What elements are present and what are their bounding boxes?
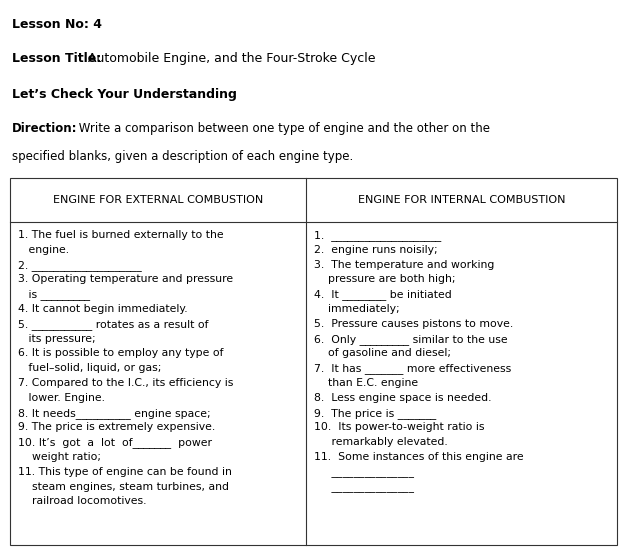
Text: lower. Engine.: lower. Engine. — [18, 393, 105, 403]
Text: ENGINE FOR INTERNAL COMBUSTION: ENGINE FOR INTERNAL COMBUSTION — [358, 195, 566, 205]
Text: 5.  Pressure causes pistons to move.: 5. Pressure causes pistons to move. — [314, 319, 514, 329]
Text: Write a comparison between one type of engine and the other on the: Write a comparison between one type of e… — [75, 122, 490, 135]
Text: railroad locomotives.: railroad locomotives. — [18, 497, 147, 507]
Text: 6.  Only _________ similar to the use: 6. Only _________ similar to the use — [314, 334, 508, 344]
Text: steam engines, steam turbines, and: steam engines, steam turbines, and — [18, 482, 229, 492]
Text: 7. Compared to the I.C., its efficiency is: 7. Compared to the I.C., its efficiency … — [18, 378, 233, 388]
Text: 1. The fuel is burned externally to the: 1. The fuel is burned externally to the — [18, 230, 224, 240]
Text: Lesson Title:: Lesson Title: — [12, 52, 101, 65]
Text: 2.  engine runs noisily;: 2. engine runs noisily; — [314, 245, 438, 255]
Text: Let’s Check Your Understanding: Let’s Check Your Understanding — [12, 88, 237, 101]
Text: of gasoline and diesel;: of gasoline and diesel; — [314, 348, 451, 359]
Text: 3. Operating temperature and pressure: 3. Operating temperature and pressure — [18, 274, 233, 284]
Text: 11. This type of engine can be found in: 11. This type of engine can be found in — [18, 467, 232, 477]
Text: immediately;: immediately; — [314, 304, 399, 314]
Text: than E.C. engine: than E.C. engine — [314, 378, 418, 388]
Text: 7.  It has _______ more effectiveness: 7. It has _______ more effectiveness — [314, 363, 511, 374]
Text: remarkably elevated.: remarkably elevated. — [314, 437, 448, 447]
Text: Direction:: Direction: — [12, 122, 78, 135]
Text: _______________: _______________ — [314, 467, 414, 477]
Text: engine.: engine. — [18, 245, 69, 255]
Text: _______________: _______________ — [314, 482, 414, 492]
Text: Lesson No: 4: Lesson No: 4 — [12, 18, 102, 31]
Text: its pressure;: its pressure; — [18, 334, 96, 344]
Text: 5. ___________ rotates as a result of: 5. ___________ rotates as a result of — [18, 319, 209, 329]
Text: 4.  It ________ be initiated: 4. It ________ be initiated — [314, 289, 451, 300]
Text: 6. It is possible to employ any type of: 6. It is possible to employ any type of — [18, 348, 223, 359]
Text: 8. It needs__________ engine space;: 8. It needs__________ engine space; — [18, 408, 211, 419]
Text: 10. It’s  got  a  lot  of_______  power: 10. It’s got a lot of_______ power — [18, 437, 212, 448]
Text: 8.  Less engine space is needed.: 8. Less engine space is needed. — [314, 393, 492, 403]
Text: fuel–solid, liquid, or gas;: fuel–solid, liquid, or gas; — [18, 363, 161, 373]
Text: 2. ____________________: 2. ____________________ — [18, 260, 142, 271]
Text: Automobile Engine, and the Four-Stroke Cycle: Automobile Engine, and the Four-Stroke C… — [84, 52, 376, 65]
Text: 9.  The price is _______: 9. The price is _______ — [314, 408, 436, 419]
Text: 9. The price is extremely expensive.: 9. The price is extremely expensive. — [18, 422, 215, 432]
Text: weight ratio;: weight ratio; — [18, 452, 101, 462]
Text: pressure are both high;: pressure are both high; — [314, 274, 455, 284]
Text: 11.  Some instances of this engine are: 11. Some instances of this engine are — [314, 452, 524, 462]
Text: is _________: is _________ — [18, 289, 90, 300]
Text: ENGINE FOR EXTERNAL COMBUSTION: ENGINE FOR EXTERNAL COMBUSTION — [53, 195, 263, 205]
Text: 4. It cannot begin immediately.: 4. It cannot begin immediately. — [18, 304, 187, 314]
Text: specified blanks, given a description of each engine type.: specified blanks, given a description of… — [12, 150, 353, 163]
Text: 1.  ____________________: 1. ____________________ — [314, 230, 441, 241]
Text: 10.  Its power-to-weight ratio is: 10. Its power-to-weight ratio is — [314, 422, 485, 432]
Bar — [10, 178, 617, 545]
Text: 3.  The temperature and working: 3. The temperature and working — [314, 260, 494, 270]
